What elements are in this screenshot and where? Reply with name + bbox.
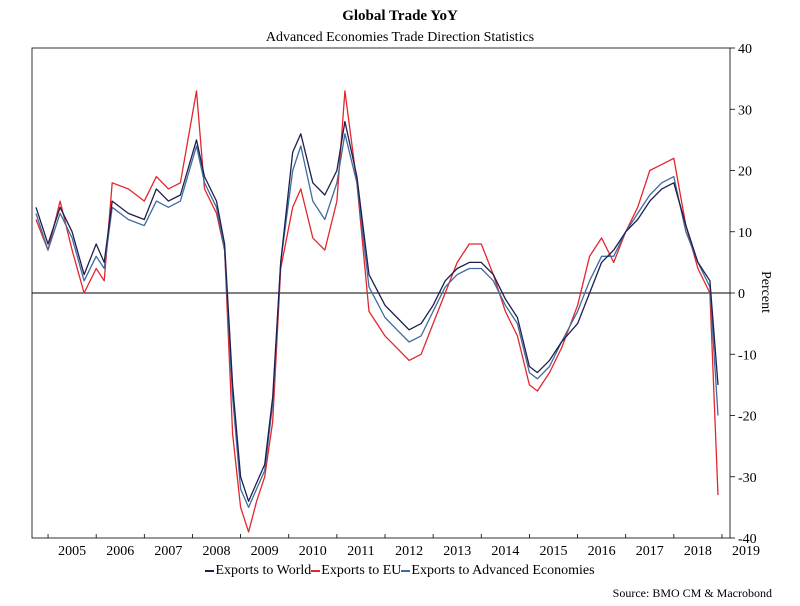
y-axis: -40 -30 -20 -10 0 10 20 30 40 bbox=[730, 42, 757, 547]
legend-swatch-world bbox=[205, 569, 215, 572]
y-tick-label: 10 bbox=[738, 226, 752, 241]
x-tick-label: 2012 bbox=[395, 544, 423, 559]
y-tick-label: -30 bbox=[738, 471, 757, 486]
x-tick-label: 2008 bbox=[203, 544, 231, 559]
legend-label-advanced: Exports to Advanced Economies bbox=[411, 563, 595, 578]
x-axis: 2005 2006 2007 2008 2009 2010 2011 2012 2013 2014… bbox=[47, 534, 760, 559]
x-tick-label: 2014 bbox=[491, 544, 519, 559]
series-line-advanced bbox=[35, 133, 719, 509]
x-tick-label: 2010 bbox=[299, 544, 327, 559]
legend-label-eu: Exports to EU bbox=[321, 563, 402, 578]
legend: Exports to World Exports to EU Exports to … bbox=[0, 563, 800, 579]
x-tick-label: 2015 bbox=[539, 544, 567, 559]
y-tick-label: 40 bbox=[738, 42, 752, 57]
source-note: Source: BMO CM & Macrobond bbox=[612, 586, 772, 600]
x-tick-label: 2017 bbox=[636, 544, 664, 559]
y-tick-label: -40 bbox=[738, 532, 757, 547]
series-line-eu bbox=[35, 90, 719, 533]
y-axis-label: Percent bbox=[758, 271, 773, 313]
series-lines bbox=[35, 90, 719, 533]
x-tick-label: 2005 bbox=[58, 544, 86, 559]
y-tick-label: 30 bbox=[738, 103, 752, 118]
chart-subtitle: Advanced Economies Trade Direction Stati… bbox=[265, 30, 535, 45]
y-tick-label: -20 bbox=[738, 410, 757, 425]
x-tick-label: 2009 bbox=[251, 544, 279, 559]
x-tick-label: 2019 bbox=[732, 544, 760, 559]
x-tick-label: 2018 bbox=[684, 544, 712, 559]
y-tick-label: 0 bbox=[738, 287, 745, 302]
legend-swatch-advanced bbox=[401, 569, 411, 572]
x-tick-label: 2007 bbox=[154, 544, 182, 559]
legend-item-eu: Exports to EU bbox=[311, 563, 401, 578]
x-tick-label: 2016 bbox=[588, 544, 616, 559]
x-tick-label: 2006 bbox=[106, 544, 134, 559]
y-tick-label: -10 bbox=[738, 348, 757, 363]
legend-label-world: Exports to World bbox=[215, 563, 312, 578]
chart-title: Global Trade YoY bbox=[342, 8, 458, 24]
x-tick-label: 2011 bbox=[347, 544, 374, 559]
y-tick-label: 20 bbox=[738, 165, 752, 180]
x-tick-label: 2013 bbox=[443, 544, 471, 559]
legend-item-world: Exports to World bbox=[205, 563, 311, 578]
legend-swatch-eu bbox=[311, 569, 321, 572]
legend-item-advanced: Exports to Advanced Economies bbox=[401, 563, 595, 578]
series-line-world bbox=[35, 120, 719, 502]
